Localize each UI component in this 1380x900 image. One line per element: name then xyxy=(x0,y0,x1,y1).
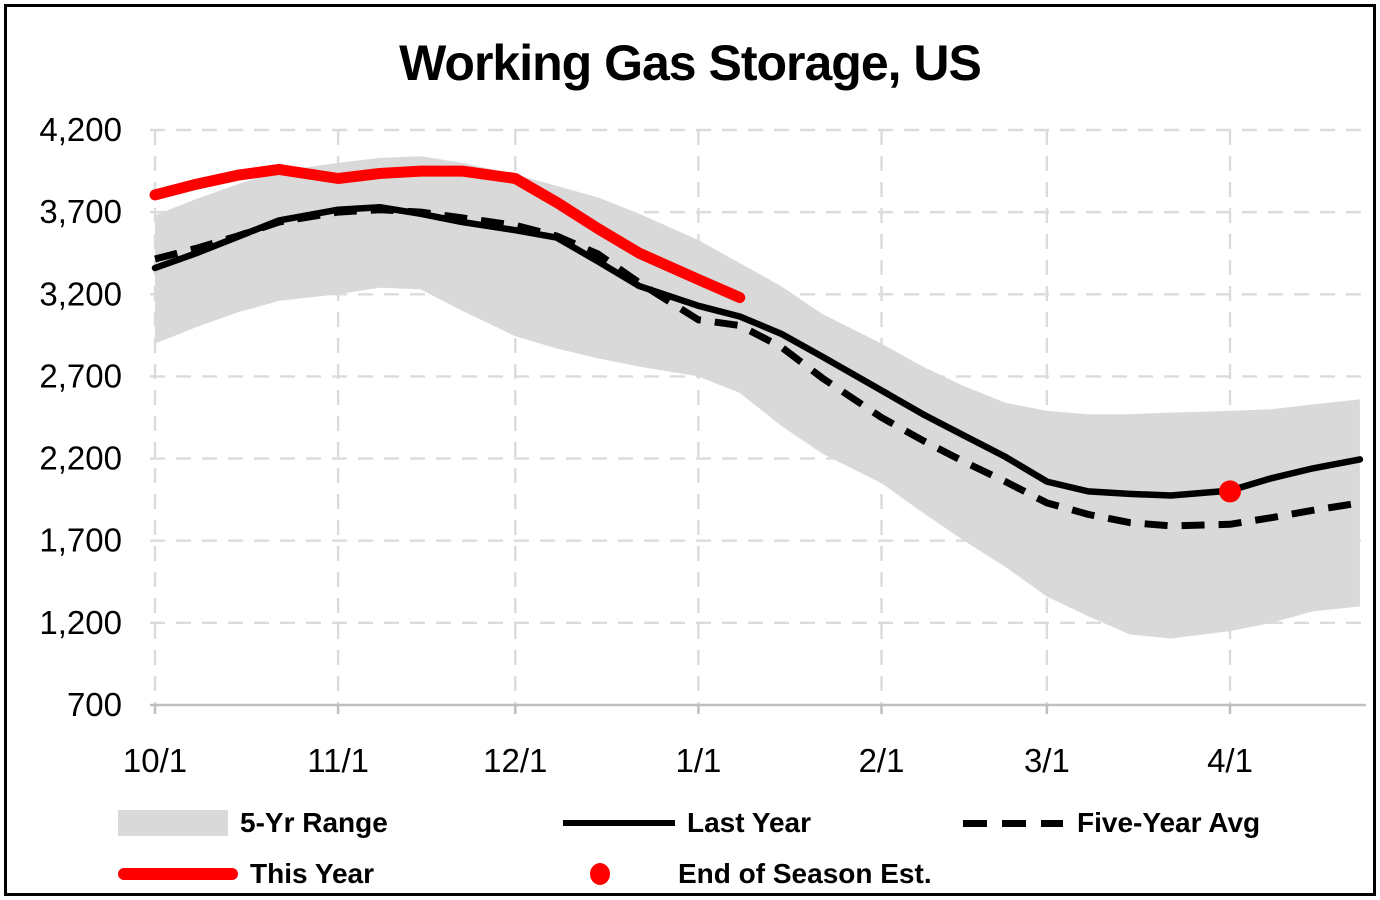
legend-label: Last Year xyxy=(687,807,812,838)
y-tick-label: 2,200 xyxy=(39,440,122,477)
x-tick-label: 11/1 xyxy=(307,742,369,779)
black-solid-line-swatch-icon xyxy=(563,820,675,826)
five-year-avg-line xyxy=(154,206,1361,530)
legend-label: End of Season Est. xyxy=(678,858,932,889)
legend-item-this-year: This Year xyxy=(118,854,374,894)
chart-title: Working Gas Storage, US xyxy=(399,35,982,91)
y-tick-label: 700 xyxy=(67,686,122,723)
black-dashed-line-swatch-icon xyxy=(963,819,1063,827)
x-axis-labels: 10/1 11/1 12/1 1/1 2/1 3/1 4/1 xyxy=(123,742,1253,779)
y-tick-label: 1,700 xyxy=(39,522,122,559)
y-tick-label: 1,200 xyxy=(39,604,122,641)
legend-label: Five-Year Avg xyxy=(1077,807,1261,838)
legend-label: This Year xyxy=(250,858,375,889)
legend-item-last-year: Last Year xyxy=(563,803,811,843)
legend-item-five-year-avg: Five-Year Avg xyxy=(963,803,1260,843)
five-year-range-band xyxy=(155,156,1360,639)
x-tick-label: 10/1 xyxy=(123,742,187,779)
gray-band-swatch-icon xyxy=(118,810,228,836)
legend-item-5yr-range: 5-Yr Range xyxy=(118,803,388,843)
x-tick-label: 12/1 xyxy=(483,742,547,779)
y-tick-label: 3,200 xyxy=(39,275,122,312)
x-tick-label: 2/1 xyxy=(859,742,905,779)
red-dot-swatch-icon xyxy=(590,863,610,885)
x-axis xyxy=(150,703,1366,714)
legend-label: 5-Yr Range xyxy=(240,807,388,838)
end-of-season-estimate-dot xyxy=(1219,480,1241,503)
x-tick-label: 1/1 xyxy=(675,742,721,779)
y-tick-label: 3,700 xyxy=(39,193,122,230)
x-tick-label: 3/1 xyxy=(1024,742,1070,779)
this-year-line xyxy=(149,163,746,304)
last-year-line xyxy=(151,203,1364,499)
y-tick-label: 2,700 xyxy=(39,357,122,394)
y-axis-labels: 4,200 3,700 3,200 2,700 2,200 1,700 1,200 700 xyxy=(39,111,122,723)
y-tick-label: 4,200 xyxy=(39,111,122,148)
x-tick-label: 4/1 xyxy=(1207,742,1253,779)
red-thick-line-swatch-icon xyxy=(118,868,238,880)
legend-item-end-of-season: End of Season Est. xyxy=(578,854,932,894)
chart-canvas: 4,200 3,700 3,200 2,700 2,200 1,700 1,200 70010… xyxy=(39,111,1366,779)
